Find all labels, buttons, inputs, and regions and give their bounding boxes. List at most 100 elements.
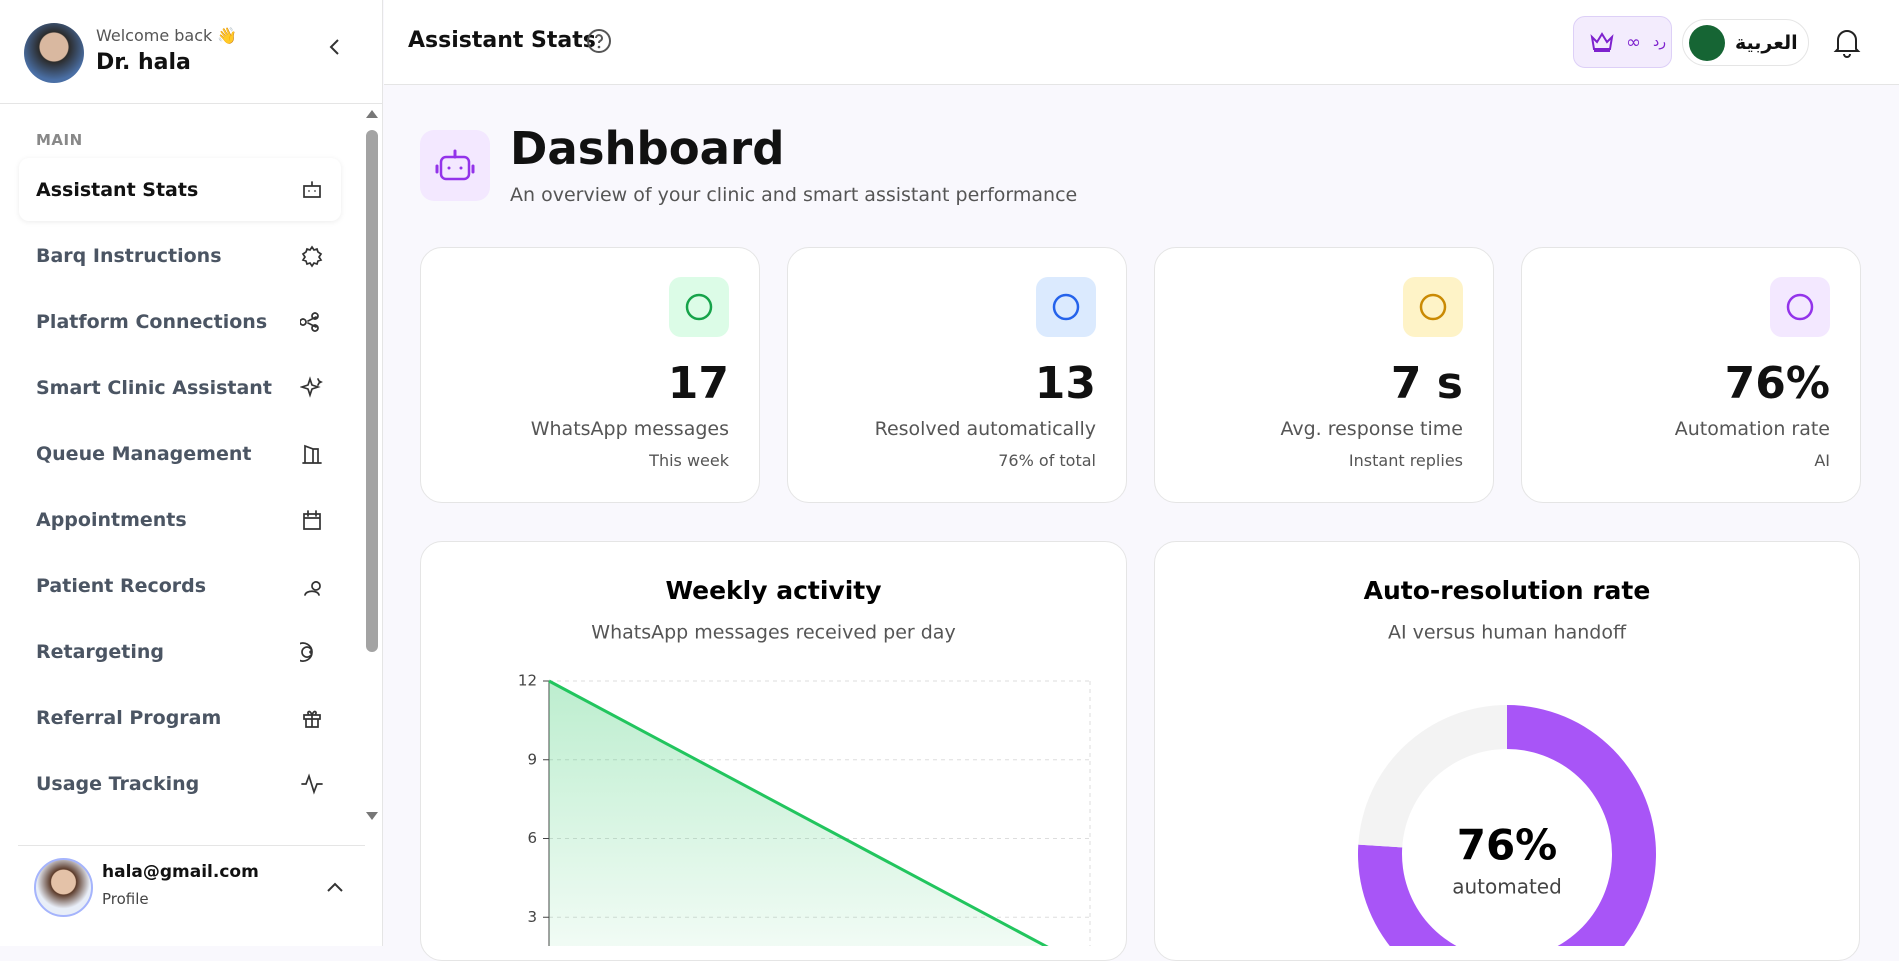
header-title: Assistant Stats <box>408 28 596 53</box>
icon-shape <box>1419 293 1447 321</box>
page-title: Dashboard <box>510 122 785 175</box>
icon-shape <box>300 376 323 398</box>
role: Profile <box>102 890 149 908</box>
avatar <box>24 23 84 83</box>
page-subtitle: An overview of your clinic and smart ass… <box>510 184 1078 206</box>
chart-subtitle: AI versus human handoff <box>1388 622 1627 644</box>
flag <box>1689 24 1725 61</box>
nav-label: Queue Management <box>36 442 252 465</box>
nav-item[interactable]: Platform Connections <box>19 290 341 353</box>
language[interactable]: العربية <box>1682 19 1809 66</box>
user-name: Dr. hala <box>96 50 191 75</box>
icon-shape <box>303 181 321 198</box>
nav-label: Appointments <box>36 508 187 531</box>
icon-shape <box>303 510 321 530</box>
nav-label: Usage Tracking <box>36 772 200 795</box>
footer-avatar <box>34 858 93 917</box>
card-icon <box>1036 277 1096 337</box>
icon-shape <box>302 444 322 464</box>
card-value: 7 s <box>1390 358 1463 409</box>
card-value: 17 <box>667 358 729 409</box>
line <box>548 679 1049 946</box>
card-label: Automation rate <box>1674 418 1830 440</box>
help[interactable] <box>586 28 612 54</box>
nav-item[interactable]: Smart Clinic Assistant <box>19 356 341 419</box>
chart-title: Weekly activity <box>665 576 881 605</box>
stat-card: 7 s Avg. response time Instant replies <box>1154 247 1494 503</box>
notifications[interactable] <box>1833 28 1861 58</box>
page-icon <box>420 130 490 201</box>
nav-item[interactable]: Appointments <box>19 488 341 551</box>
currency: رد <box>1653 34 1666 50</box>
chart-subtitle: WhatsApp messages received per day <box>591 622 955 644</box>
icon-shape <box>1786 293 1814 321</box>
icon-shape <box>301 773 323 795</box>
stat-card: 17 WhatsApp messages This week <box>420 247 760 503</box>
expand[interactable] <box>325 878 345 898</box>
nav-label: Barq Instructions <box>36 244 222 267</box>
donut-slice <box>1358 705 1507 848</box>
section-label: MAIN <box>36 131 83 149</box>
icon <box>1419 293 1447 321</box>
card-value: 13 <box>1034 358 1096 409</box>
nav-icon <box>303 181 321 198</box>
card-note: Instant replies <box>1348 451 1463 470</box>
credits: ∞ <box>1626 31 1641 53</box>
nav-item[interactable]: Assistant Stats <box>19 158 341 221</box>
welcome: Welcome back 👋 <box>96 26 238 45</box>
nav-label: Retargeting <box>36 640 164 663</box>
card-value: 76% <box>1724 358 1830 409</box>
nav-icon <box>303 510 321 530</box>
nav-item[interactable]: Patient Records <box>19 554 341 617</box>
icon-shape <box>301 245 323 268</box>
center-label: automated <box>1452 875 1562 899</box>
y-tick-label: 9 <box>527 750 537 768</box>
nav-label: Assistant Stats <box>36 178 199 201</box>
card-icon <box>1403 277 1463 337</box>
y-tick-label: 6 <box>527 829 537 847</box>
center-value: 76% <box>1457 821 1558 870</box>
nav-icon <box>300 376 323 398</box>
scrollbar[interactable] <box>365 108 379 828</box>
nav-item[interactable]: Referral Program <box>19 686 341 749</box>
nav-item[interactable]: Queue Management <box>19 422 341 485</box>
donut-slice <box>1357 705 1656 946</box>
icon-shape <box>685 293 713 321</box>
nav-icon <box>303 710 321 728</box>
nav-icon <box>300 642 313 662</box>
nav-label: Patient Records <box>36 574 207 597</box>
nav-icon <box>301 245 323 268</box>
nav-item[interactable]: Barq Instructions <box>19 224 341 287</box>
y-tick-label: 3 <box>527 908 537 926</box>
card-note: This week <box>649 451 729 470</box>
icon <box>1052 293 1080 321</box>
area <box>549 681 1046 946</box>
card-note: AI <box>1814 451 1830 470</box>
nav-item[interactable]: Usage Tracking <box>19 752 341 815</box>
card-note: 76% of total <box>998 451 1096 470</box>
chart-title: Auto-resolution rate <box>1364 576 1651 605</box>
donut-panel <box>1154 541 1860 961</box>
icon <box>685 293 713 321</box>
email: hala@gmail.com <box>102 862 259 882</box>
card-label: WhatsApp messages <box>530 418 729 440</box>
nav-icon <box>301 773 323 795</box>
nav-label: Referral Program <box>36 706 222 729</box>
nav-label: Platform Connections <box>36 310 268 333</box>
card-icon <box>669 277 729 337</box>
nav-item[interactable]: Retargeting <box>19 620 341 683</box>
top-bar: Assistant Stats ∞ رد العربية <box>384 0 1899 85</box>
card-label: Resolved automatically <box>874 418 1096 440</box>
card-label: Avg. response time <box>1280 418 1463 440</box>
icon <box>1786 293 1814 321</box>
icon-shape <box>1052 293 1080 321</box>
collapse[interactable] <box>325 37 345 57</box>
divider <box>18 845 365 846</box>
credits-pill[interactable]: ∞ رد <box>1573 16 1672 68</box>
card-icon <box>1770 277 1830 337</box>
nav-label: Smart Clinic Assistant <box>36 376 272 399</box>
language-label: العربية <box>1735 31 1798 54</box>
